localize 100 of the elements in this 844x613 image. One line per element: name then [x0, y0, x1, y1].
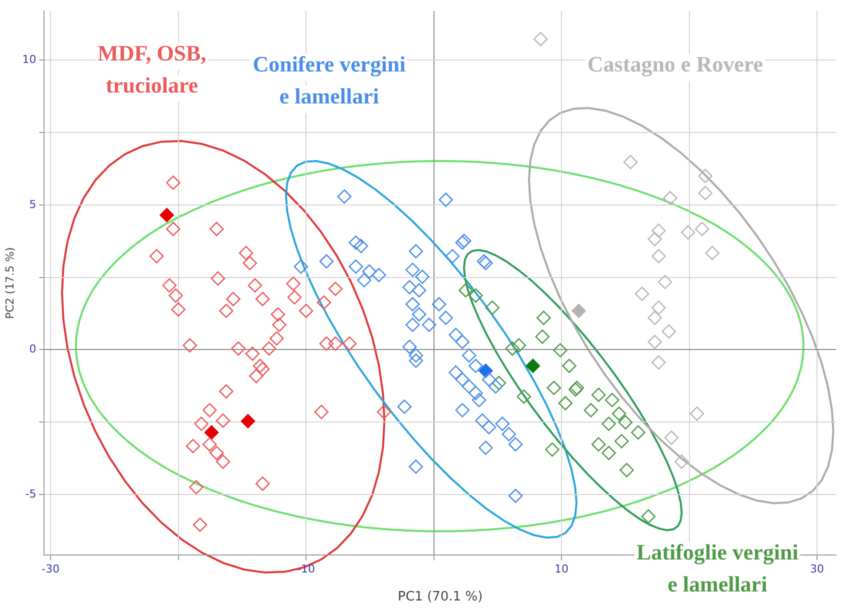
- point: [294, 259, 308, 274]
- point: [591, 437, 606, 452]
- point: [458, 283, 473, 298]
- x-tick-label: -10: [297, 562, 316, 576]
- point: [408, 459, 424, 474]
- point: [219, 384, 234, 399]
- point: [408, 348, 424, 363]
- point: [160, 208, 174, 222]
- point: [604, 392, 620, 408]
- point: [216, 413, 230, 428]
- point: [651, 249, 666, 264]
- point: [328, 282, 343, 296]
- point: [202, 403, 217, 418]
- point: [612, 406, 626, 421]
- point: [194, 416, 208, 431]
- point: [412, 307, 426, 322]
- point: [397, 400, 412, 414]
- point: [319, 336, 334, 351]
- y-axis-title: PC2 (17.5 %): [3, 247, 16, 320]
- point: [658, 274, 672, 290]
- point: [412, 283, 426, 298]
- x-tick-label: 10: [554, 562, 569, 576]
- point: [245, 346, 260, 361]
- point: [468, 358, 483, 374]
- point: [478, 440, 493, 455]
- point: [591, 388, 606, 402]
- point: [662, 324, 676, 339]
- point: [149, 249, 164, 264]
- point: [438, 310, 453, 325]
- point: [408, 244, 424, 258]
- point: [472, 392, 486, 408]
- point: [505, 341, 520, 356]
- point: [286, 276, 300, 291]
- point: [535, 330, 550, 344]
- point: [314, 404, 329, 420]
- point: [210, 222, 224, 236]
- point: [508, 437, 523, 452]
- point: [572, 304, 586, 318]
- point: [475, 413, 490, 428]
- point: [558, 396, 573, 410]
- point: [316, 295, 332, 310]
- y-tick-label: -5: [25, 487, 36, 500]
- point: [478, 364, 493, 378]
- point: [328, 336, 343, 351]
- point: [272, 318, 286, 332]
- point: [705, 246, 720, 260]
- y-tick-label: 5: [29, 198, 36, 211]
- point: [546, 380, 562, 396]
- point: [690, 406, 704, 421]
- point: [357, 273, 372, 288]
- point: [171, 302, 186, 317]
- point: [620, 462, 634, 478]
- point: [248, 278, 262, 293]
- point: [432, 297, 446, 312]
- point: [492, 376, 506, 390]
- point: [348, 259, 364, 274]
- point: [641, 509, 656, 524]
- point: [372, 268, 386, 282]
- point: [448, 365, 463, 380]
- point: [648, 232, 662, 246]
- point: [448, 328, 463, 342]
- point: [482, 420, 496, 434]
- point: [210, 271, 226, 286]
- point: [488, 379, 503, 394]
- point: [298, 304, 314, 318]
- point: [422, 318, 436, 332]
- point: [226, 292, 240, 306]
- point: [516, 389, 532, 404]
- x-tick-label: -30: [42, 562, 60, 576]
- point: [455, 334, 470, 350]
- point: [602, 446, 616, 460]
- point: [166, 222, 180, 236]
- point: [189, 480, 204, 494]
- point: [405, 262, 420, 277]
- point: [162, 278, 177, 293]
- point: [562, 358, 576, 374]
- x-tick-label: 30: [810, 562, 824, 576]
- point: [623, 154, 638, 170]
- point: [192, 518, 208, 532]
- point: [438, 192, 453, 207]
- y-tick-label: 0: [29, 342, 36, 356]
- point: [255, 476, 270, 491]
- point: [219, 304, 234, 318]
- point: [533, 32, 548, 46]
- point: [405, 318, 420, 332]
- point: [216, 454, 230, 469]
- point: [402, 340, 417, 354]
- point: [255, 362, 270, 376]
- point: [445, 249, 460, 264]
- point: [651, 224, 666, 238]
- point: [602, 416, 616, 431]
- point: [402, 280, 417, 294]
- point: [376, 404, 392, 420]
- point: [262, 341, 276, 356]
- point: [651, 355, 666, 370]
- point: [348, 235, 364, 250]
- point: [287, 290, 302, 304]
- point: [186, 438, 200, 454]
- point: [698, 186, 712, 200]
- point: [166, 176, 180, 190]
